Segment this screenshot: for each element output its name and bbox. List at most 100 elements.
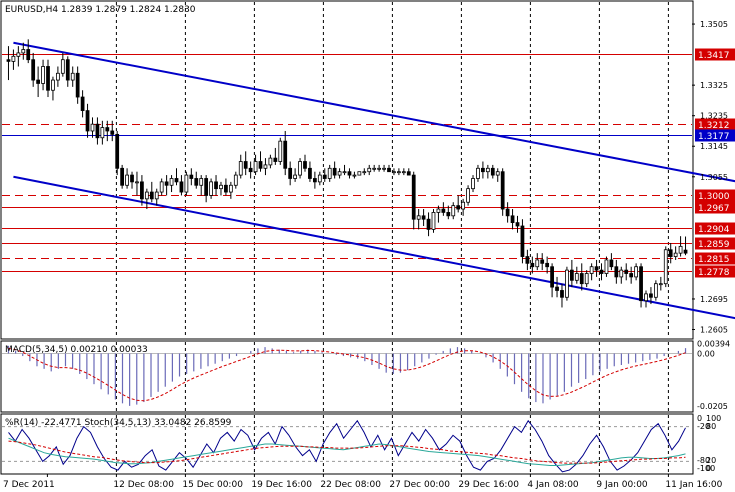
candle-body (565, 269, 569, 298)
candle-body (224, 184, 228, 193)
level-tag-label-1.3212: 1.3212 (698, 121, 730, 131)
osc-tick-right: 0 (706, 464, 711, 473)
candle-body (347, 171, 352, 176)
price-tick-label: 1.3505 (700, 20, 728, 29)
candle-body (644, 293, 648, 302)
candle-body (520, 225, 525, 257)
level-tag-label-1.2904: 1.2904 (698, 225, 730, 235)
price-tick-label: 1.3055 (700, 173, 728, 182)
candle-body (164, 181, 169, 186)
candle-body (461, 201, 466, 210)
candle-body (184, 174, 189, 193)
candle-body (253, 161, 258, 173)
candle-body (283, 140, 288, 169)
candle-body (238, 161, 243, 176)
candle-body (233, 174, 238, 186)
candle-body (6, 59, 11, 62)
candle-body (416, 215, 421, 220)
candle-body (263, 164, 268, 169)
candle-body (411, 174, 416, 220)
channel-upper-line (13, 41, 735, 183)
level-tag-1.2967 (695, 201, 735, 214)
candle-body (16, 52, 21, 57)
time-tick-label: 15 Dec 00:00 (182, 480, 243, 490)
candle-body (65, 59, 70, 81)
candle-body (658, 283, 663, 286)
candle-body (219, 184, 223, 190)
candle-body (387, 167, 391, 173)
candle-body (426, 218, 431, 230)
candle-body (342, 171, 347, 174)
level-tag-1.3212 (695, 118, 735, 131)
candle-body (322, 174, 327, 179)
candle-body (392, 171, 396, 174)
candle-body (268, 157, 273, 166)
level-tag-1.2859 (695, 237, 735, 250)
stoch-signal-line (8, 440, 686, 464)
candle-body (80, 96, 85, 112)
time-tick-label: 12 Dec 08:00 (113, 480, 174, 490)
candle-body (140, 181, 144, 200)
candle-body (678, 245, 683, 254)
macd-panel-frame (0, 340, 694, 413)
candle-body (154, 191, 159, 200)
macd-tick-label: -0.0205 (697, 402, 728, 411)
time-tick-label: 29 Dec 16:00 (458, 480, 519, 490)
candle-body (303, 161, 307, 169)
candle-body (105, 127, 110, 132)
candle-body (204, 178, 209, 196)
candle-body (668, 249, 673, 257)
candle-body (505, 208, 510, 217)
candle-body (352, 174, 357, 177)
candle-body (584, 273, 589, 285)
candle-body (95, 123, 100, 139)
level-tag-label-1.3177: 1.3177 (698, 132, 730, 142)
level-tag-1.2904 (695, 222, 735, 235)
price-tick-label: 1.2605 (700, 326, 728, 335)
osc-tick-left: -80 (697, 456, 710, 465)
candle-body (515, 222, 520, 227)
candle-body (481, 167, 485, 173)
candle-body (135, 181, 139, 184)
level-tag-1.2815 (695, 252, 735, 265)
candle-body (649, 293, 653, 298)
candle-body (421, 215, 426, 220)
candle-body (589, 266, 594, 274)
candle-body (406, 171, 411, 176)
oscillator-panel-frame (0, 413, 694, 475)
candle-body (624, 269, 629, 274)
candle-body (574, 273, 579, 281)
candle-body (56, 72, 60, 81)
candle-body (663, 249, 668, 285)
time-tick-label: 27 Dec 00:00 (389, 480, 450, 490)
candle-body (609, 259, 614, 268)
candle-body (382, 167, 386, 170)
stoch-main-line (8, 437, 686, 466)
candle-body (41, 66, 45, 84)
price-tick-label: 1.3145 (700, 142, 728, 151)
horizontal-levels (2, 54, 692, 272)
candle-body (317, 174, 322, 183)
candle-body (70, 72, 75, 81)
level-tag-label-1.2859: 1.2859 (698, 240, 730, 250)
candle-body (214, 181, 218, 190)
osc-tick-left: 0 (697, 414, 702, 423)
osc-tick-left: -100 (697, 464, 715, 473)
price-tick-label: 1.3235 (700, 112, 728, 121)
candle-body (293, 174, 297, 179)
candle-body (228, 184, 233, 193)
candle-body (194, 178, 199, 186)
level-tag-label-1.3000: 1.3000 (698, 192, 730, 202)
candle-body (85, 110, 90, 132)
candle-body (332, 167, 337, 176)
candle-body (372, 167, 377, 170)
candle-body (436, 208, 441, 213)
candle-body (31, 59, 36, 81)
oscillators-indicator (2, 419, 692, 473)
time-tick-label: 22 Dec 08:00 (320, 480, 381, 490)
candle-body (490, 167, 495, 176)
candle-body (673, 252, 678, 257)
candle-body (471, 178, 475, 190)
level-tag-label-1.3417: 1.3417 (698, 51, 730, 61)
